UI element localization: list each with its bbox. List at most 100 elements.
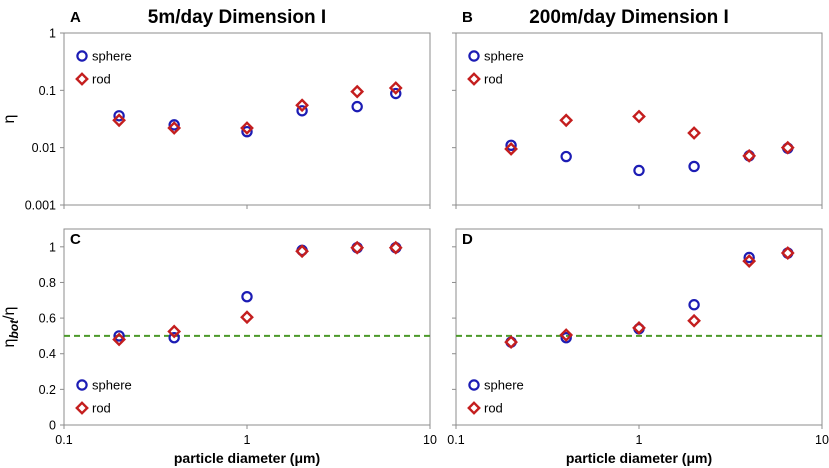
- data-point-rod: [112, 113, 126, 128]
- plot-frame: [63, 228, 431, 426]
- legend-marker-rod: [467, 401, 481, 415]
- data-point-rod: [504, 335, 518, 350]
- y-tick-label: 0.001: [25, 199, 56, 213]
- legend-marker-sphere: [468, 379, 480, 391]
- series-sphere: [505, 247, 794, 348]
- y-tick-label: 0.1: [39, 84, 56, 98]
- legend: sphere rod: [75, 378, 132, 416]
- panel-label: A: [70, 9, 81, 26]
- data-point-sphere: [505, 139, 517, 151]
- data-point-rod: [687, 126, 701, 140]
- data-point-rod: [632, 109, 646, 124]
- legend-label-rod: rod: [92, 72, 111, 87]
- legend-marker-sphere: [468, 50, 480, 62]
- x-tick-label: 0.1: [55, 433, 72, 447]
- x-tick-label: 1: [636, 433, 643, 447]
- data-point-rod: [240, 121, 254, 135]
- x-tick-label: 0.1: [447, 433, 464, 447]
- legend-label-sphere: sphere: [92, 378, 132, 393]
- legend-marker-rod: [467, 72, 481, 86]
- legend-marker-rod: [75, 72, 89, 86]
- y-tick-label: 0.8: [39, 276, 56, 290]
- series-rod: [504, 109, 795, 163]
- data-point-rod: [780, 140, 795, 155]
- data-point-sphere: [168, 331, 180, 344]
- panel-frames: [63, 32, 823, 426]
- y-tick-label: 0.6: [39, 312, 56, 326]
- data-point-rod: [112, 332, 126, 347]
- data-point-rod: [167, 324, 182, 339]
- data-point-rod: [559, 328, 574, 342]
- data-point-rod: [687, 313, 701, 328]
- data-point-sphere: [688, 160, 700, 173]
- series-rod: [504, 246, 795, 350]
- data-point-sphere: [390, 87, 402, 100]
- legend-marker-sphere: [76, 379, 88, 391]
- y-tick-label: 0.4: [39, 347, 56, 361]
- data-point-sphere: [560, 331, 572, 344]
- legend-label-sphere: sphere: [484, 49, 524, 64]
- data-point-rod: [295, 244, 309, 259]
- legend-marker-sphere: [76, 50, 88, 62]
- data-point-rod: [632, 320, 646, 335]
- legend-label-sphere: sphere: [92, 49, 132, 64]
- y-tick-label: 0.01: [32, 141, 56, 155]
- y-tick-label: 1: [49, 240, 56, 254]
- legend-label-rod: rod: [484, 401, 503, 416]
- y-tick-label: 0: [49, 419, 56, 433]
- data-point-sphere: [113, 330, 125, 342]
- y-axis-label: η: [1, 115, 18, 124]
- data-point-rod: [742, 254, 757, 268]
- data-point-rod: [350, 240, 365, 255]
- data-point-rod: [742, 148, 757, 163]
- series-rod: [112, 240, 403, 347]
- panel-b: sphere rod B 200m/day Dimension I: [452, 7, 823, 209]
- legend-label-sphere: sphere: [484, 378, 524, 393]
- data-point-rod: [350, 84, 365, 99]
- panel-label: D: [462, 231, 473, 248]
- data-point-sphere: [743, 251, 755, 264]
- series-sphere: [113, 87, 402, 138]
- data-point-rod: [780, 246, 795, 260]
- y-tick-label: 1: [49, 27, 56, 41]
- data-point-rod: [240, 310, 254, 325]
- legend: sphere rod: [467, 378, 524, 416]
- panel-label: C: [70, 231, 81, 248]
- data-point-sphere: [633, 164, 645, 177]
- data-point-rod: [388, 240, 403, 255]
- data-point-sphere: [560, 150, 572, 163]
- x-tick-label: 10: [815, 433, 829, 447]
- data-point-sphere: [241, 291, 253, 303]
- data-point-sphere: [351, 100, 363, 113]
- legend-label-rod: rod: [92, 401, 111, 416]
- data-point-sphere: [168, 119, 180, 131]
- data-point-sphere: [688, 299, 700, 311]
- legend-marker-rod: [75, 401, 89, 415]
- data-point-rod: [559, 113, 574, 128]
- panel-title: 200m/day Dimension I: [529, 7, 729, 28]
- plot-frame: [455, 228, 823, 426]
- legend: sphere rod: [75, 49, 132, 87]
- panel-a: 0.001 0.01 0.1 1 sphere rod A 5m/day Dimension …: [1, 7, 431, 213]
- series-rod: [112, 81, 403, 135]
- data-point-rod: [295, 98, 309, 113]
- x-tick-label: 10: [423, 433, 437, 447]
- panel-title: 5m/day Dimension I: [148, 7, 326, 28]
- y-tick-label: 0.2: [39, 383, 56, 397]
- data-point-sphere: [296, 105, 308, 117]
- legend: sphere rod: [467, 49, 524, 87]
- series-sphere: [505, 139, 794, 177]
- panel-label: B: [462, 9, 473, 26]
- x-axis-label: particle diameter (μm): [174, 450, 320, 466]
- data-point-rod: [504, 142, 518, 156]
- data-point-sphere: [113, 110, 125, 122]
- data-point-rod: [388, 81, 403, 95]
- y-axis-label: ηbot/η: [1, 307, 21, 348]
- x-tick-label: 1: [244, 433, 251, 447]
- legend-label-rod: rod: [484, 72, 503, 87]
- data-point-sphere: [241, 125, 253, 138]
- x-axis-label: particle diameter (μm): [566, 450, 712, 466]
